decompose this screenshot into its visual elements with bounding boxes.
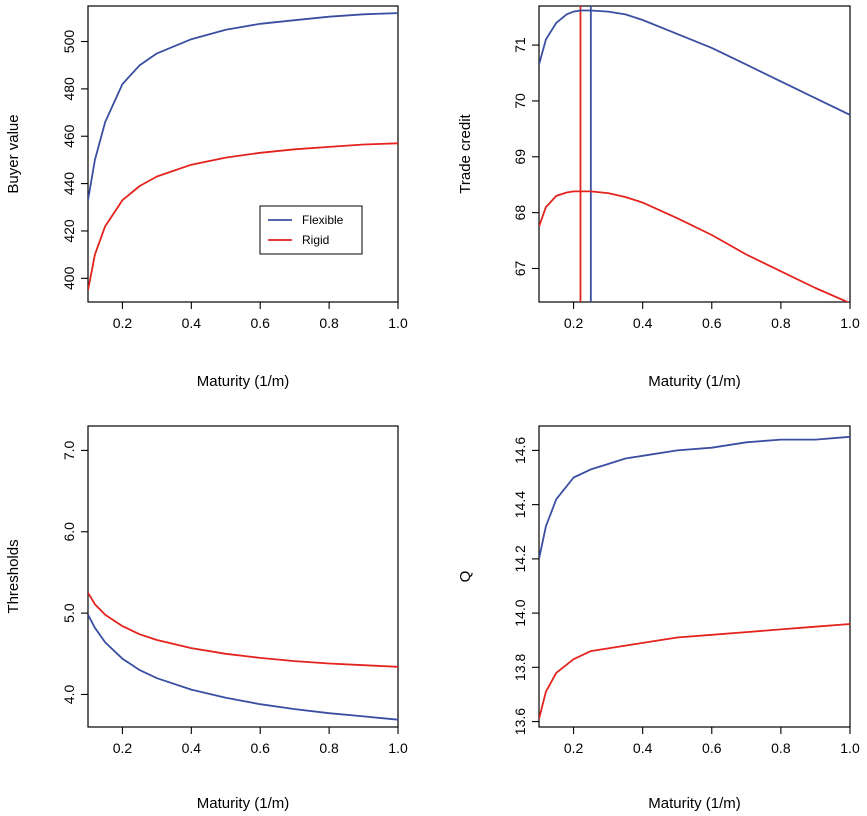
x-axis-label: Maturity (1/m): [648, 795, 741, 812]
y-tick-label: 71: [512, 37, 528, 53]
y-tick-label: 6.0: [61, 522, 77, 542]
legend-label: Flexible: [302, 213, 344, 227]
x-tick-label: 1.0: [388, 740, 408, 756]
plot-data: [88, 592, 398, 721]
series-line-rigid: [539, 190, 850, 302]
series-line-rigid: [88, 592, 398, 668]
series-line-flexible: [88, 12, 398, 201]
x-axis-label: Maturity (1/m): [197, 373, 290, 390]
plot-frame: [538, 5, 851, 303]
x-axis-label: Maturity (1/m): [648, 373, 741, 390]
x-tick-label: 0.2: [113, 315, 133, 331]
y-tick-label: 500: [61, 30, 77, 54]
panel-thresholds: 0.2 0.4 0.6 0.8 1.0 4.0 5.0 6.0 7.0 Maturity (1/m…: [5, 425, 408, 812]
y-tick-label: 460: [61, 124, 77, 148]
x-tick-label: 0.4: [182, 315, 202, 331]
y-axis-label: Q: [457, 571, 474, 583]
x-tick-label: 0.2: [564, 315, 584, 331]
y-axis-label: Buyer value: [5, 114, 22, 193]
x-tick-label: 0.2: [113, 740, 133, 756]
y-tick-label: 67: [512, 260, 528, 276]
series-line-flexible: [539, 435, 850, 560]
y-tick-label: 13.8: [512, 654, 528, 681]
plot-data: [539, 6, 850, 302]
x-axis-label: Maturity (1/m): [197, 795, 290, 812]
y-tick-label: 70: [512, 93, 528, 109]
y-tick-label: 68: [512, 205, 528, 221]
x-tick-label: 0.8: [319, 740, 339, 756]
y-tick-label: 69: [512, 149, 528, 165]
y-tick-label: 14.2: [512, 545, 528, 572]
panel-trade-credit: 0.2 0.4 0.6 0.8 1.0 67 68 69 70 71 Maturity (1/m) T…: [457, 5, 860, 390]
y-tick-label: 14.0: [512, 599, 528, 626]
y-tick-label: 420: [61, 219, 77, 243]
x-tick-label: 0.6: [702, 315, 722, 331]
x-tick-label: 0.4: [633, 315, 653, 331]
y-axis-label: Thresholds: [5, 539, 22, 613]
plot-frame: [87, 425, 399, 728]
x-tick-label: 0.6: [250, 740, 270, 756]
series-line-flexible: [539, 9, 850, 116]
x-tick-label: 0.8: [319, 315, 339, 331]
x-tick-label: 0.8: [771, 740, 791, 756]
plot-frame: [87, 5, 399, 303]
legend-label: Rigid: [302, 233, 329, 247]
y-axis-label: Trade credit: [457, 113, 474, 193]
y-tick-label: 5.0: [61, 603, 77, 623]
plot-frame: [538, 425, 851, 728]
x-tick-label: 1.0: [840, 315, 860, 331]
y-tick-label: 14.6: [512, 437, 528, 464]
y-tick-label: 14.4: [512, 491, 528, 518]
series-line-flexible: [88, 614, 398, 721]
x-tick-label: 0.8: [771, 315, 791, 331]
y-tick-label: 440: [61, 172, 77, 196]
x-tick-label: 1.0: [840, 740, 860, 756]
series-line-rigid: [88, 142, 398, 291]
x-tick-label: 0.2: [564, 740, 584, 756]
panel-buyer-value: 0.2 0.4 0.6 0.8 1.0 400 420 440 460 480 500 Maturit…: [5, 5, 408, 390]
x-tick-label: 0.6: [250, 315, 270, 331]
y-tick-label: 400: [61, 266, 77, 290]
x-tick-label: 0.4: [182, 740, 202, 756]
series-line-rigid: [539, 623, 850, 720]
x-tick-label: 0.6: [702, 740, 722, 756]
x-tick-label: 0.4: [633, 740, 653, 756]
plot-data: [539, 435, 850, 720]
legend-box: [259, 205, 363, 255]
x-tick-label: 1.0: [388, 315, 408, 331]
y-tick-label: 480: [61, 77, 77, 101]
y-tick-label: 7.0: [61, 440, 77, 460]
y-tick-label: 4.0: [61, 685, 77, 705]
panel-q: 0.2 0.4 0.6 0.8 1.0 13.6 13.8 14.0 14.2 14.4 14.6 M…: [457, 425, 860, 812]
y-tick-label: 13.6: [512, 708, 528, 735]
plot-data: [88, 12, 398, 291]
